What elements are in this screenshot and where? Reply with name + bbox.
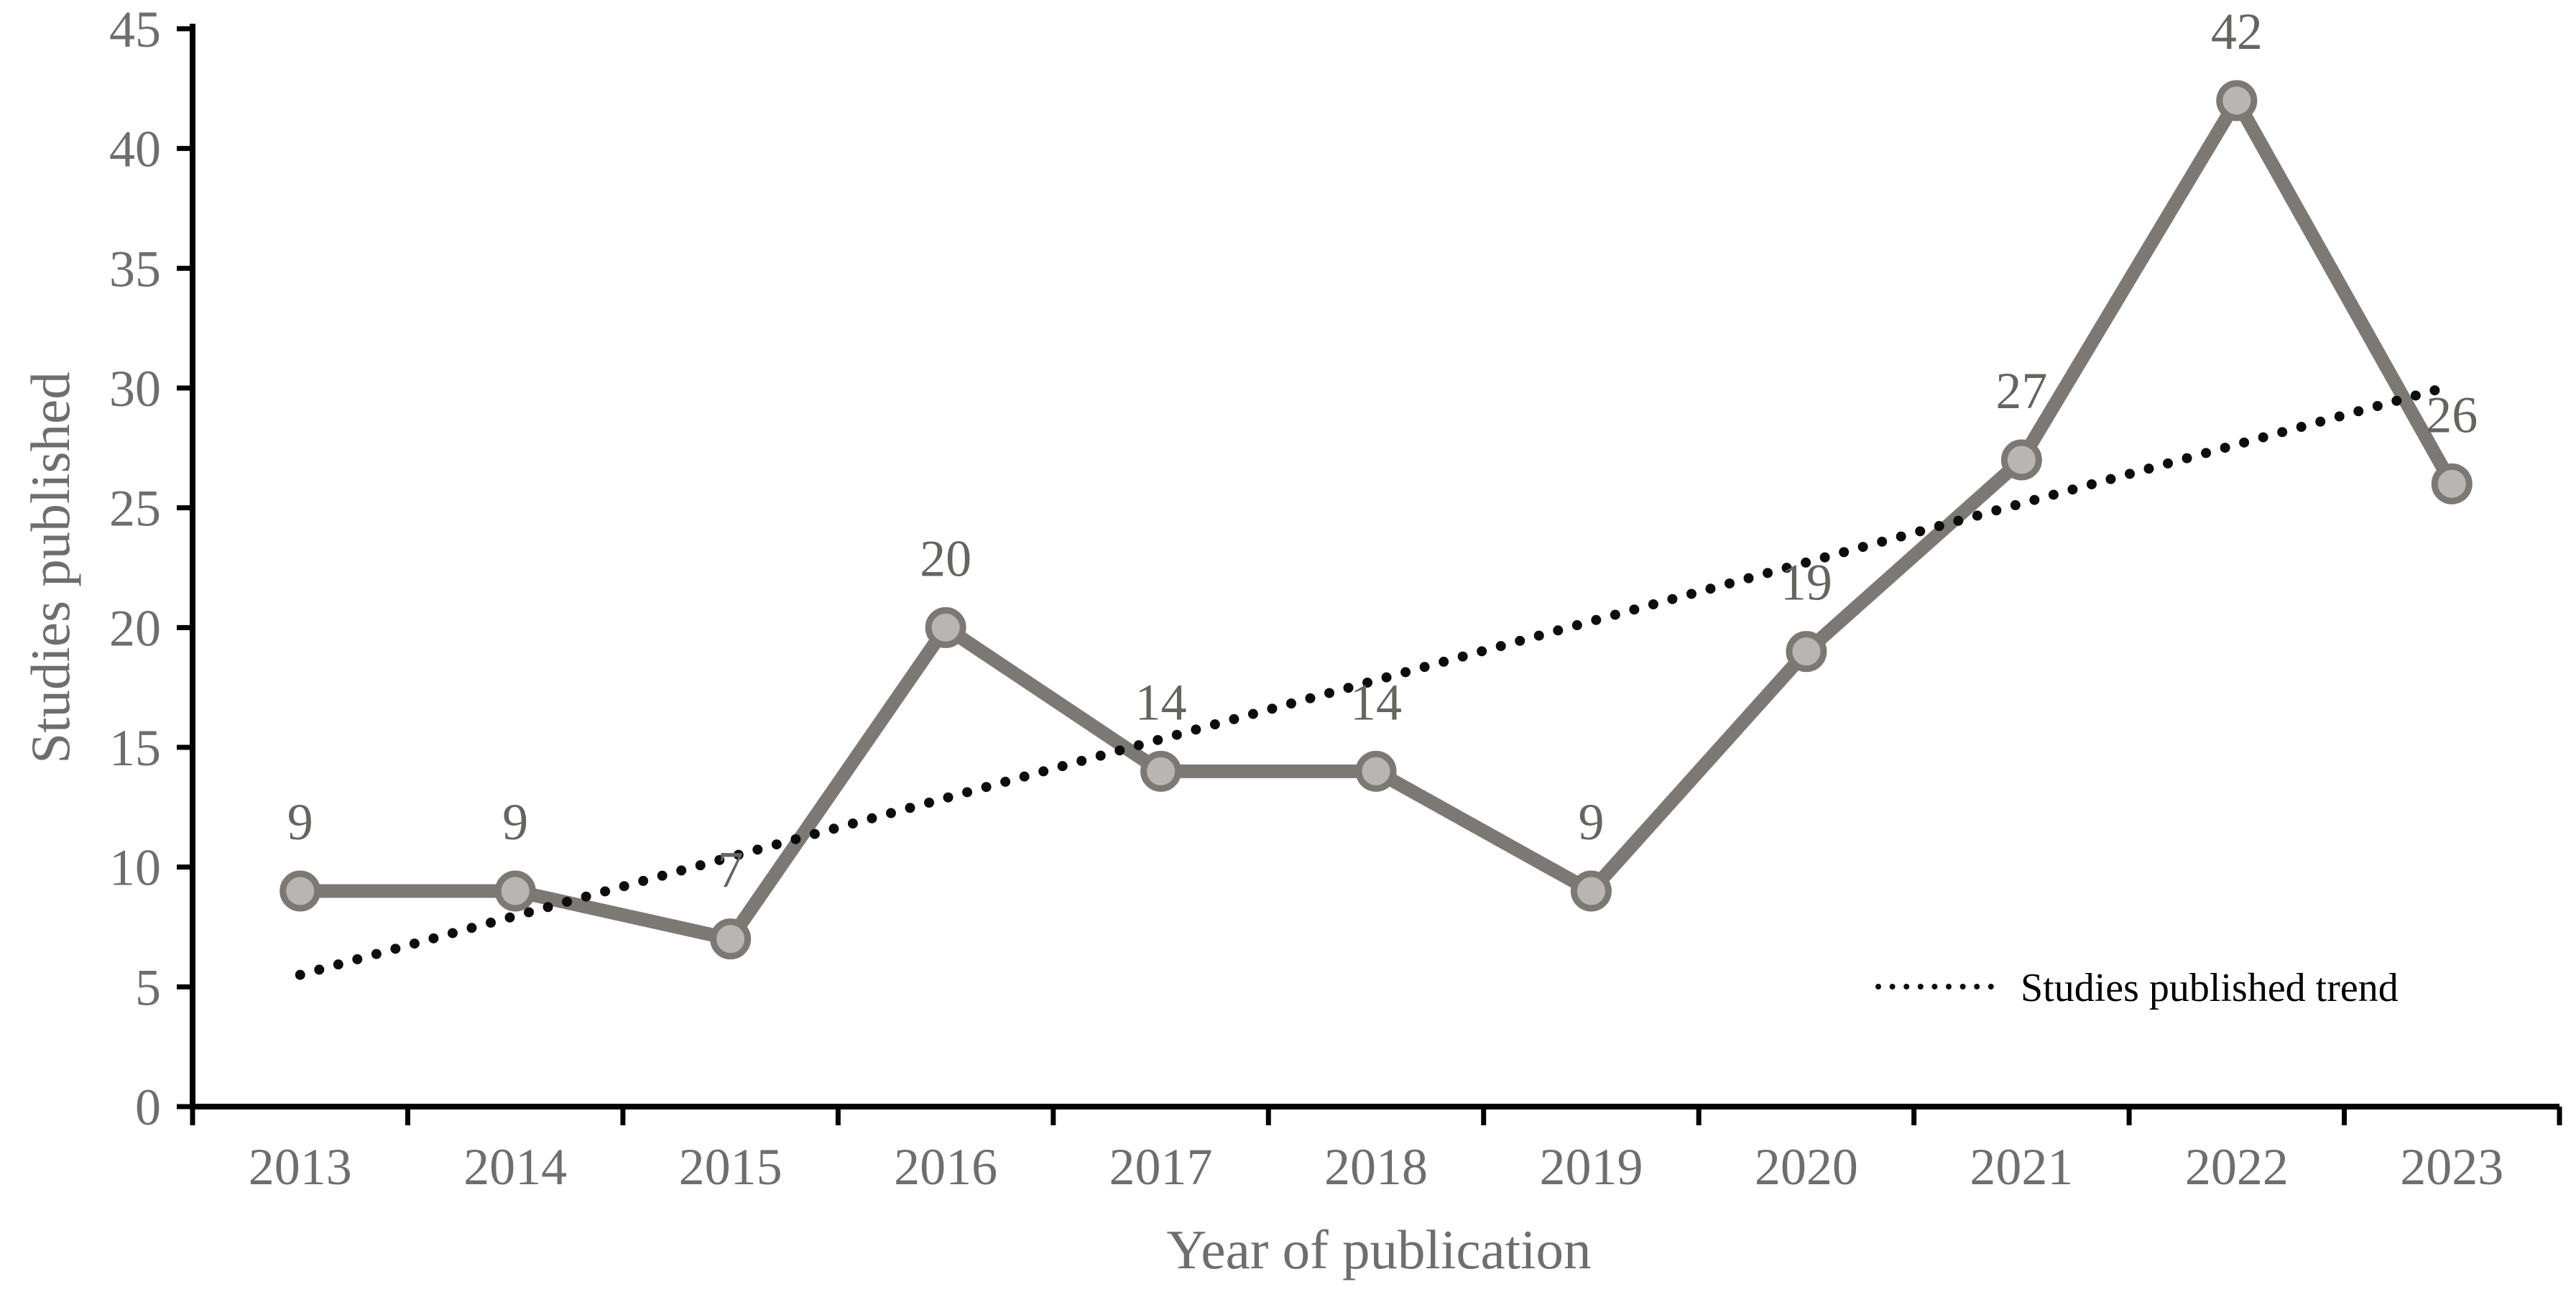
x-tick-label: 2021 (1970, 1138, 2073, 1196)
data-point-marker (2216, 80, 2258, 121)
data-point-label: 42 (2211, 3, 2263, 60)
data-point-label: 14 (1135, 673, 1187, 731)
x-tick-label: 2015 (679, 1138, 783, 1196)
y-tick-label: 40 (109, 121, 161, 178)
x-tick-label: 2019 (1539, 1138, 1643, 1196)
data-point-label: 9 (1578, 793, 1604, 851)
legend-trend-label: Studies published trend (2021, 966, 2399, 1010)
data-point-label: 19 (1781, 554, 1832, 612)
data-point-label: 14 (1350, 673, 1402, 731)
data-point-marker (2431, 463, 2473, 504)
y-tick-label: 10 (109, 839, 161, 897)
data-point-label: 9 (287, 793, 313, 851)
data-point-label: 7 (718, 841, 744, 899)
data-point-label: 26 (2426, 386, 2478, 443)
x-tick-label: 2016 (894, 1138, 997, 1196)
y-tick-label: 0 (135, 1079, 161, 1136)
y-tick-label: 45 (109, 1, 161, 58)
data-point-label: 9 (502, 793, 528, 851)
x-tick-label: 2017 (1109, 1138, 1213, 1196)
y-tick-label: 5 (135, 959, 161, 1016)
data-point-marker (280, 870, 321, 912)
x-tick-label: 2013 (249, 1138, 352, 1196)
y-axis-title: Studies published (19, 372, 81, 763)
data-point-label: 27 (1995, 362, 2047, 420)
x-tick-label: 2022 (2185, 1138, 2289, 1196)
trend-line (295, 380, 2457, 980)
x-tick-label: 2014 (463, 1138, 567, 1196)
data-point-marker (1140, 750, 1182, 792)
y-tick-label: 35 (109, 240, 161, 297)
data-point-marker (2000, 439, 2042, 481)
data-point-marker (1355, 750, 1397, 792)
y-tick-label: 20 (109, 599, 161, 657)
y-tick-label: 25 (109, 480, 161, 537)
y-tick-label: 15 (109, 719, 161, 777)
x-axis-title: Year of publication (1167, 1219, 1592, 1281)
x-tick-label: 2023 (2400, 1138, 2503, 1196)
x-tick-label: 2018 (1324, 1138, 1428, 1196)
series-line (293, 93, 2459, 946)
data-point-marker (494, 870, 536, 912)
y-tick-label: 30 (109, 360, 161, 417)
legend: Studies published trend (1875, 966, 2399, 1010)
data-point-label: 20 (920, 530, 971, 587)
data-point-marker (1570, 870, 1612, 912)
data-point-marker (1786, 631, 1827, 673)
data-point-marker (925, 606, 966, 648)
data-point-marker (710, 918, 752, 960)
x-tick-label: 2020 (1755, 1138, 1858, 1196)
